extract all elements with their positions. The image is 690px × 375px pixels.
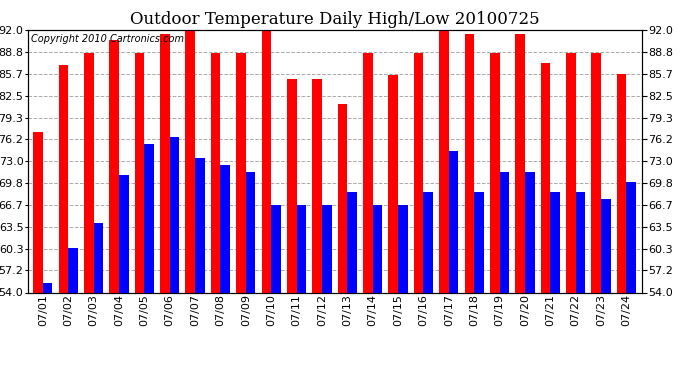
Bar	[424, 192, 433, 292]
Bar	[474, 192, 484, 292]
Bar	[33, 132, 43, 292]
Bar	[236, 53, 246, 292]
Bar	[313, 79, 322, 292]
Bar	[144, 144, 154, 292]
Bar	[464, 34, 474, 292]
Bar	[68, 248, 78, 292]
Bar	[160, 34, 170, 292]
Bar	[551, 192, 560, 292]
Bar	[440, 28, 449, 292]
Bar	[601, 199, 611, 292]
Title: Outdoor Temperature Daily High/Low 20100725: Outdoor Temperature Daily High/Low 20100…	[130, 12, 540, 28]
Bar	[591, 53, 601, 292]
Bar	[575, 192, 585, 292]
Bar	[195, 158, 205, 292]
Bar	[490, 53, 500, 292]
Bar	[59, 65, 68, 292]
Bar	[94, 224, 104, 292]
Bar	[170, 137, 179, 292]
Bar	[109, 40, 119, 292]
Text: Copyright 2010 Cartronics.com: Copyright 2010 Cartronics.com	[30, 34, 184, 44]
Bar	[271, 205, 281, 292]
Bar	[337, 104, 347, 292]
Bar	[119, 175, 128, 292]
Bar	[287, 79, 297, 292]
Bar	[262, 28, 271, 292]
Bar	[211, 53, 221, 292]
Bar	[186, 28, 195, 292]
Bar	[525, 172, 535, 292]
Bar	[448, 151, 458, 292]
Bar	[347, 192, 357, 292]
Bar	[322, 205, 332, 292]
Bar	[414, 53, 424, 292]
Bar	[566, 53, 575, 292]
Bar	[515, 34, 525, 292]
Bar	[398, 205, 408, 292]
Bar	[84, 53, 94, 292]
Bar	[627, 182, 636, 292]
Bar	[43, 283, 52, 292]
Bar	[617, 74, 627, 292]
Bar	[135, 53, 144, 292]
Bar	[221, 165, 230, 292]
Bar	[500, 172, 509, 292]
Bar	[373, 205, 382, 292]
Bar	[297, 205, 306, 292]
Bar	[246, 172, 255, 292]
Bar	[388, 75, 398, 292]
Bar	[541, 63, 551, 292]
Bar	[363, 53, 373, 292]
